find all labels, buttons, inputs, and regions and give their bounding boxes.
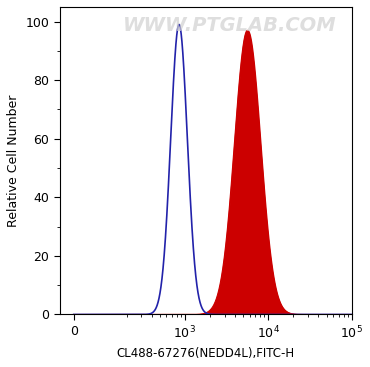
Text: WWW.PTGLAB.COM: WWW.PTGLAB.COM bbox=[122, 16, 336, 35]
Y-axis label: Relative Cell Number: Relative Cell Number bbox=[7, 95, 20, 227]
X-axis label: CL488-67276(NEDD4L),FITC-H: CL488-67276(NEDD4L),FITC-H bbox=[117, 347, 295, 360]
